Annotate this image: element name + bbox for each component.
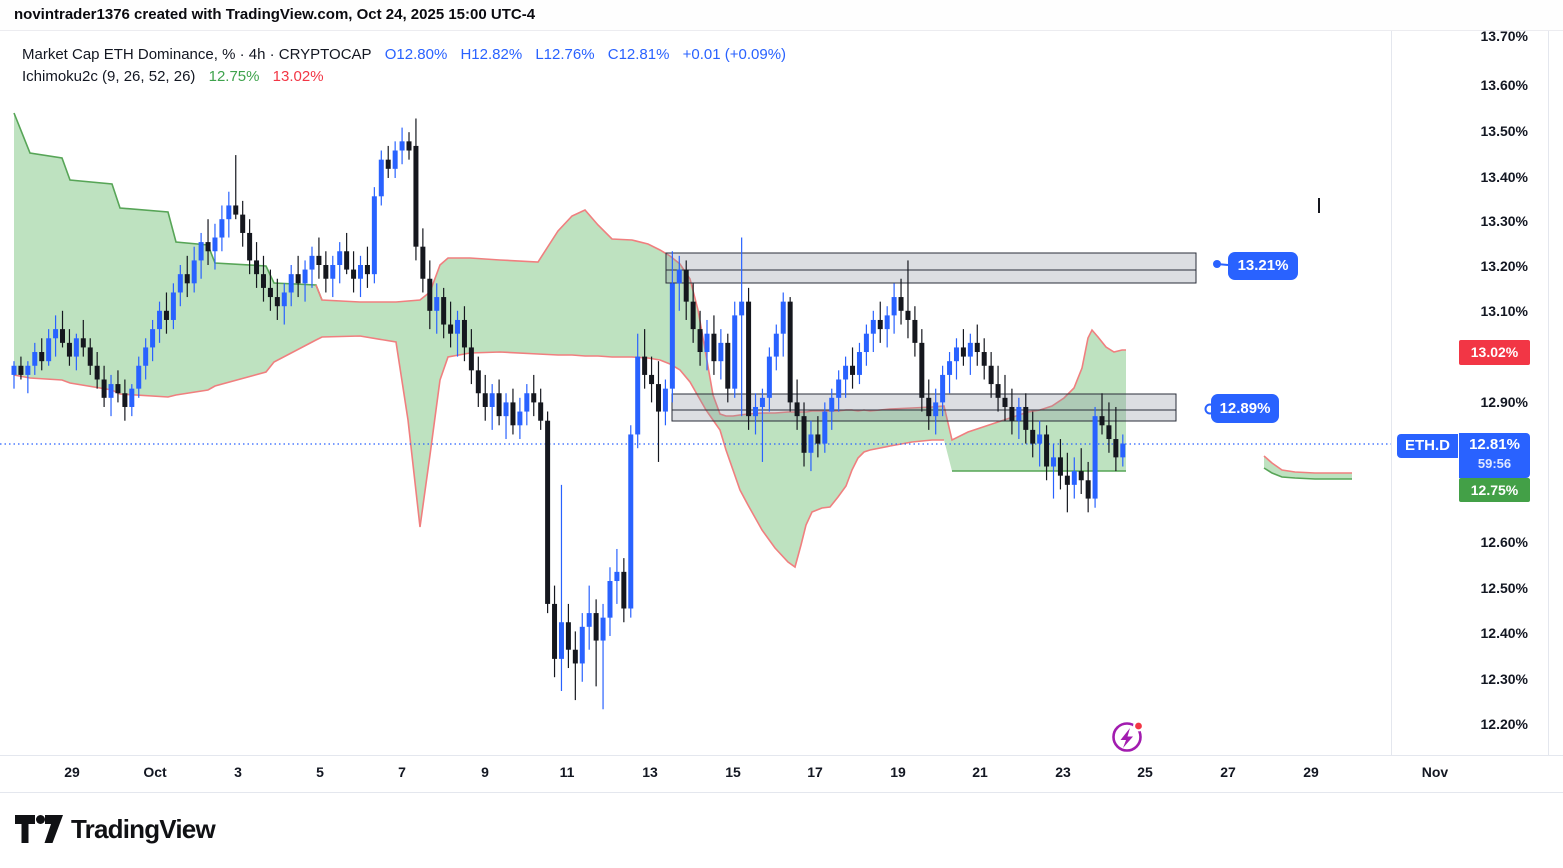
time-axis-label: 5 <box>316 764 324 780</box>
price-axis[interactable]: 13.70% 13.60% 13.50% 13.40% 13.30% 13.20% 13.1… <box>1392 28 1563 755</box>
candles-series <box>11 118 1126 710</box>
ichimoku-span-line <box>13 112 323 301</box>
lightning-icon <box>1120 728 1133 748</box>
ichimoku-red-price-badge: 13.02% <box>1459 340 1530 365</box>
tradingview-mark-icon <box>15 815 63 843</box>
price-axis-label: 13.20% <box>1480 258 1528 274</box>
time-axis-label: Nov <box>1421 764 1449 780</box>
price-axis-label: 13.70% <box>1480 28 1528 44</box>
ohlc-change: +0.01 (+0.09%) <box>682 46 787 63</box>
ohlc-high: H12.82% <box>460 46 523 63</box>
indicator-title: Ichimoku2c (9, 26, 52, 26) <box>22 68 196 85</box>
ichimoku-span-line <box>13 335 944 569</box>
credit-text: novintrader1376 created with TradingView… <box>14 6 536 23</box>
price-axis-label: 13.50% <box>1480 123 1528 139</box>
price-axis-label: 12.60% <box>1480 534 1528 550</box>
credit-bar: novintrader1376 created with TradingView… <box>0 0 1563 31</box>
notification-dot-icon <box>1133 720 1144 732</box>
time-axis-separator <box>0 755 1563 756</box>
boost-flash-button[interactable] <box>1108 717 1148 757</box>
symbol-title: Market Cap ETH Dominance, % · 4h · CRYPT… <box>22 46 372 63</box>
indicator-value-red: 13.02% <box>272 68 324 85</box>
ohlc-low: L12.76% <box>535 46 595 63</box>
ohlc-open: O12.80% <box>384 46 448 63</box>
ichimoku-cloud <box>14 113 1126 567</box>
price-axis-label: 13.60% <box>1480 77 1528 93</box>
time-axis-label: 29 <box>1303 764 1319 780</box>
flash-circle-icon <box>1112 722 1142 752</box>
current-price-value: 12.81% <box>1469 436 1520 453</box>
time-axis-label: 7 <box>398 764 406 780</box>
price-axis-label: 13.40% <box>1480 169 1528 185</box>
price-axis-label: 12.20% <box>1480 716 1528 732</box>
indicator-value-green: 12.75% <box>208 68 260 85</box>
time-axis-label: 23 <box>1055 764 1071 780</box>
footer-separator <box>0 792 1563 793</box>
time-axis-label: 21 <box>972 764 988 780</box>
callout-anchor-dot[interactable] <box>1213 260 1221 268</box>
price-label-callout-upper[interactable]: 13.21% <box>1228 252 1298 280</box>
time-axis-label: 3 <box>234 764 242 780</box>
current-price-badge: 12.81% 59:56 <box>1459 433 1530 478</box>
tradingview-logo-text: TradingView <box>71 813 216 844</box>
time-axis[interactable]: 29 Oct 3 5 7 9 11 13 15 17 19 21 23 25 27 29 Nov <box>0 756 1563 792</box>
price-axis-label: 12.50% <box>1480 580 1528 596</box>
symbol-flag-badge: ETH.D <box>1397 434 1458 458</box>
price-axis-label: 12.90% <box>1480 394 1528 410</box>
supply-zone-drawing[interactable] <box>665 252 1197 284</box>
price-axis-label: 12.30% <box>1480 671 1528 687</box>
time-axis-label: 27 <box>1220 764 1236 780</box>
time-axis-label: 9 <box>481 764 489 780</box>
tradingview-logo[interactable]: TradingView <box>14 812 216 846</box>
time-axis-label: 29 <box>64 764 80 780</box>
price-axis-label: 12.40% <box>1480 625 1528 641</box>
price-label-callout-lower[interactable]: 12.89% <box>1211 394 1279 423</box>
time-axis-label: 15 <box>725 764 741 780</box>
time-axis-label: 13 <box>642 764 658 780</box>
right-edge-separator <box>1548 31 1549 792</box>
price-axis-label: 13.10% <box>1480 303 1528 319</box>
time-axis-label: 11 <box>559 764 575 780</box>
ichimoku-green-price-badge: 12.75% <box>1459 478 1530 502</box>
ichimoku-span-line <box>1263 467 1352 480</box>
bar-countdown: 59:56 <box>1477 456 1512 471</box>
legend-indicator-row[interactable]: Ichimoku2c (9, 26, 52, 26) 12.75% 13.02% <box>22 66 786 88</box>
time-axis-label: 17 <box>807 764 823 780</box>
price-axis-label: 13.30% <box>1480 213 1528 229</box>
legend-symbol-row[interactable]: Market Cap ETH Dominance, % · 4h · CRYPT… <box>22 44 786 66</box>
time-axis-label: 25 <box>1137 764 1153 780</box>
time-axis-label: 19 <box>890 764 906 780</box>
ichimoku-span-line <box>1263 455 1352 474</box>
ohlc-close: C12.81% <box>607 46 670 63</box>
legend: Market Cap ETH Dominance, % · 4h · CRYPT… <box>22 44 786 88</box>
time-axis-label: Oct <box>143 764 167 780</box>
price-axis-separator <box>1391 31 1392 792</box>
